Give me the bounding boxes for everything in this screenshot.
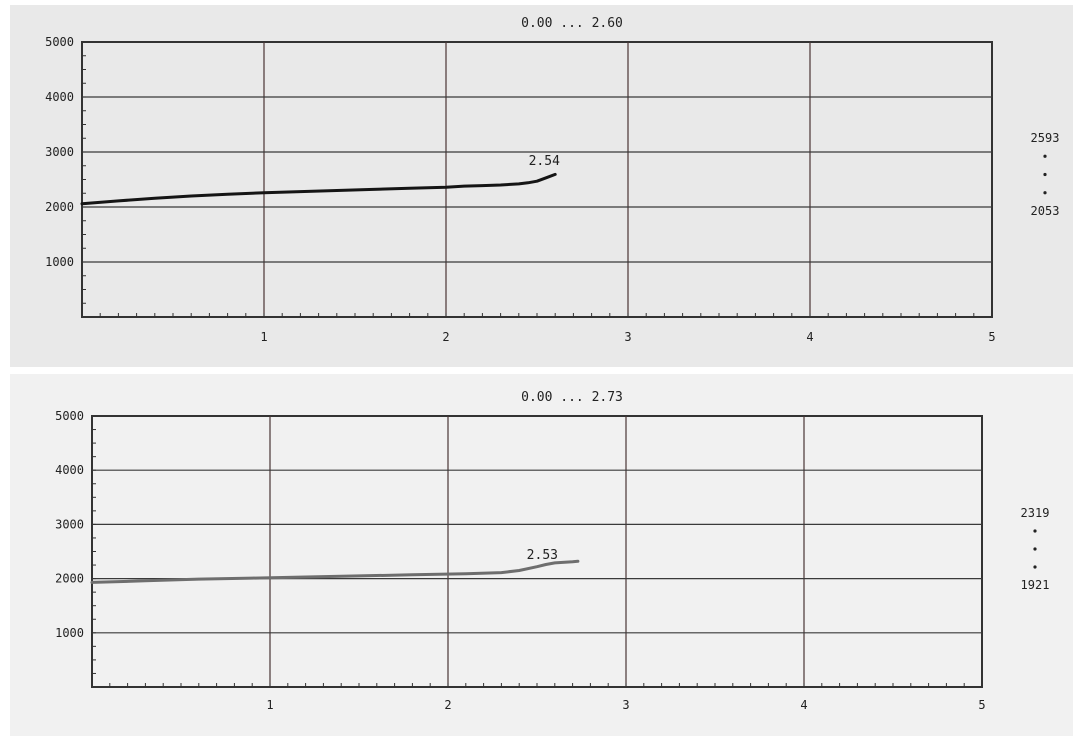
x-tick-label: 5 xyxy=(978,698,985,712)
range-dot xyxy=(1033,565,1037,569)
y-tick-label: 1000 xyxy=(45,255,74,269)
y-tick-label: 3000 xyxy=(55,517,84,531)
x-tick-label: 4 xyxy=(806,330,813,344)
range-dot xyxy=(1043,172,1047,177)
range-dot xyxy=(1043,154,1047,158)
curve-annotation: 2.53 xyxy=(527,548,558,563)
y-tick-label: 5000 xyxy=(55,409,84,423)
plot-frame xyxy=(81,41,993,318)
x-tick-label: 3 xyxy=(624,330,631,344)
range-max-label: 2319 xyxy=(1021,506,1050,520)
series-line xyxy=(90,559,580,584)
x-tick-label: 2 xyxy=(442,330,449,344)
chart-title: 0.00 ... 2.60 xyxy=(521,16,623,31)
series-line xyxy=(80,172,557,206)
chart-panel-bottom: 1 2 3 4 5 1000 2000 3000 4000 5000 0.00 ... 2.73 2.… xyxy=(10,374,1073,736)
y-tick-label: 2000 xyxy=(45,200,74,214)
range-max-label: 2593 xyxy=(1031,131,1060,145)
x-tick-label: 4 xyxy=(800,698,807,712)
line-chart-top: 1 2 3 4 5 1000 2000 3000 4000 5000 0.00 ... 2.60 2.… xyxy=(45,16,1060,344)
range-min-label: 2053 xyxy=(1031,204,1060,218)
chart-panel-top: 1 2 3 4 5 1000 2000 3000 4000 5000 0.00 ... 2.60 2.… xyxy=(10,5,1073,367)
chart-title: 0.00 ... 2.73 xyxy=(521,390,623,405)
x-tick-label: 1 xyxy=(260,330,267,344)
y-tick-label: 2000 xyxy=(55,572,84,586)
range-dot xyxy=(1033,529,1037,533)
curve-annotation: 2.54 xyxy=(529,154,560,169)
range-dot xyxy=(1033,547,1037,551)
y-tick-label: 1000 xyxy=(55,626,84,640)
range-dot xyxy=(1043,191,1047,195)
range-min-label: 1921 xyxy=(1021,578,1050,592)
y-tick-label: 5000 xyxy=(45,35,74,49)
y-tick-label: 3000 xyxy=(45,145,74,159)
x-tick-label: 1 xyxy=(266,698,273,712)
x-tick-label: 2 xyxy=(444,698,451,712)
y-tick-label: 4000 xyxy=(45,90,74,104)
line-chart-bottom: 1 2 3 4 5 1000 2000 3000 4000 5000 0.00 ... 2.73 2.… xyxy=(55,390,1050,712)
y-tick-label: 4000 xyxy=(55,463,84,477)
x-tick-label: 5 xyxy=(988,330,995,344)
x-tick-label: 3 xyxy=(622,698,629,712)
